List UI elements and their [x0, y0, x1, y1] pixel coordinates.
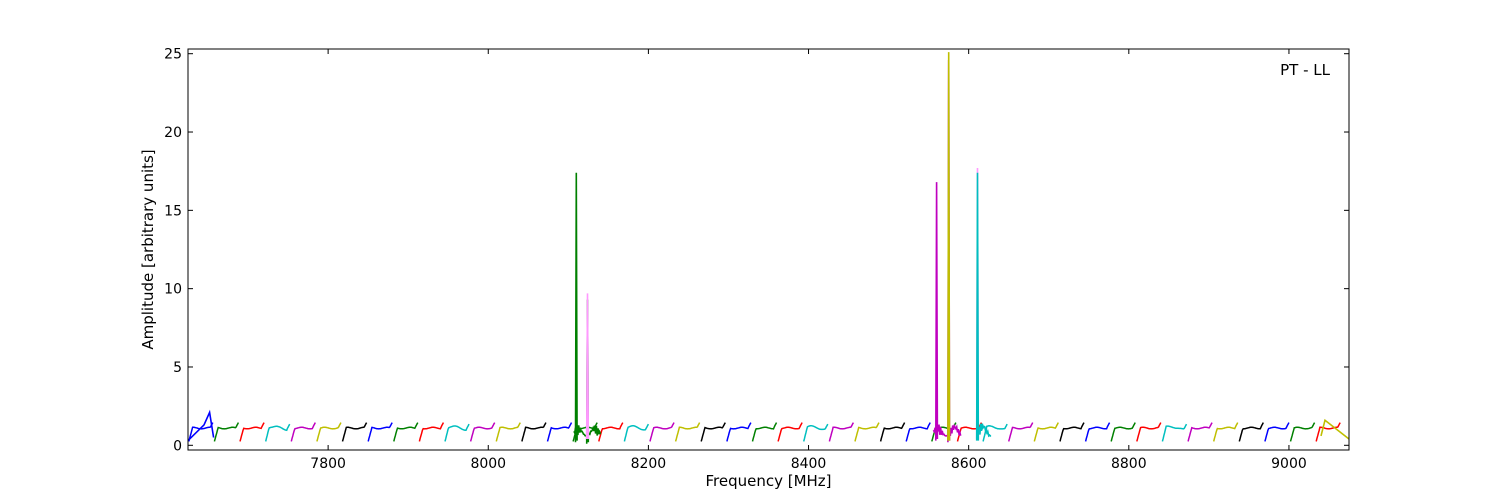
y-tick-label: 0	[173, 438, 182, 454]
series-line	[1320, 418, 1349, 440]
x-tick-label: 8800	[1111, 456, 1147, 472]
channel-trace	[828, 422, 855, 442]
channel-trace	[546, 422, 573, 442]
series-line	[947, 52, 951, 441]
channel-trace	[521, 422, 547, 442]
channel-trace	[726, 422, 752, 442]
series-line	[574, 172, 578, 443]
x-tick-label: 8000	[470, 456, 506, 472]
channel-trace	[1161, 423, 1188, 442]
channel-trace	[1007, 422, 1034, 442]
x-tick-label: 8200	[631, 456, 667, 472]
x-axis-label: Frequency [MHz]	[705, 472, 831, 490]
channel-trace	[623, 423, 650, 442]
channel-trace	[316, 422, 342, 442]
channel-trace	[982, 423, 1008, 442]
channel-trace	[418, 422, 445, 442]
channel-trace	[802, 423, 829, 442]
channel-trace	[495, 422, 521, 442]
y-tick-label: 5	[173, 360, 182, 376]
x-tick-label: 7800	[310, 456, 346, 472]
channel-trace	[393, 422, 419, 442]
channel-trace	[649, 422, 675, 442]
channel-trace	[674, 422, 701, 442]
x-tick-label: 8400	[791, 456, 827, 472]
plot-annotation: PT - LL	[1280, 61, 1331, 79]
channel-trace	[777, 422, 803, 442]
channel-trace	[367, 422, 393, 442]
y-tick-label: 20	[164, 125, 182, 141]
channel-trace	[905, 422, 931, 442]
channel-trace	[213, 422, 240, 442]
channel-trace	[188, 422, 214, 442]
channel-trace	[1136, 422, 1162, 442]
channel-trace	[1033, 422, 1059, 442]
channel-trace	[854, 422, 880, 442]
channel-trace	[1084, 422, 1111, 442]
series-line	[188, 409, 215, 442]
spectrum-traces	[188, 422, 1341, 442]
y-axis-label: Amplitude [arbitrary units]	[139, 149, 157, 349]
channel-trace	[264, 423, 291, 442]
x-axis-ticks: 7800 8000 8200 8400 8600 8800 9000	[310, 49, 1307, 472]
channel-trace	[1264, 422, 1290, 442]
channel-trace	[598, 422, 624, 442]
x-tick-label: 8600	[951, 456, 987, 472]
y-tick-label: 25	[164, 47, 182, 63]
y-tick-label: 10	[164, 282, 182, 298]
spike-series	[188, 52, 1349, 444]
channel-trace	[1212, 422, 1239, 442]
plot-frame	[187, 48, 1350, 451]
channel-trace	[341, 422, 368, 442]
y-tick-label: 15	[164, 203, 182, 219]
series-line	[585, 293, 590, 440]
x-tick-label: 9000	[1271, 456, 1307, 472]
channel-trace	[1059, 422, 1085, 442]
noise-trace	[977, 423, 992, 438]
series-line	[935, 182, 939, 441]
channel-trace	[290, 422, 316, 442]
channel-trace	[1187, 422, 1213, 442]
series-line	[975, 172, 980, 441]
channel-trace	[700, 422, 726, 442]
channel-trace	[239, 422, 265, 442]
channel-trace	[444, 423, 470, 442]
channel-trace	[1110, 422, 1136, 442]
channel-trace	[1238, 422, 1264, 442]
channel-trace	[751, 422, 778, 442]
y-axis-ticks: 0 5 10 15 20 25	[164, 47, 1349, 454]
channel-trace	[469, 422, 496, 442]
channel-trace	[1315, 422, 1341, 442]
channel-trace	[879, 422, 906, 442]
channel-trace	[1289, 422, 1316, 442]
